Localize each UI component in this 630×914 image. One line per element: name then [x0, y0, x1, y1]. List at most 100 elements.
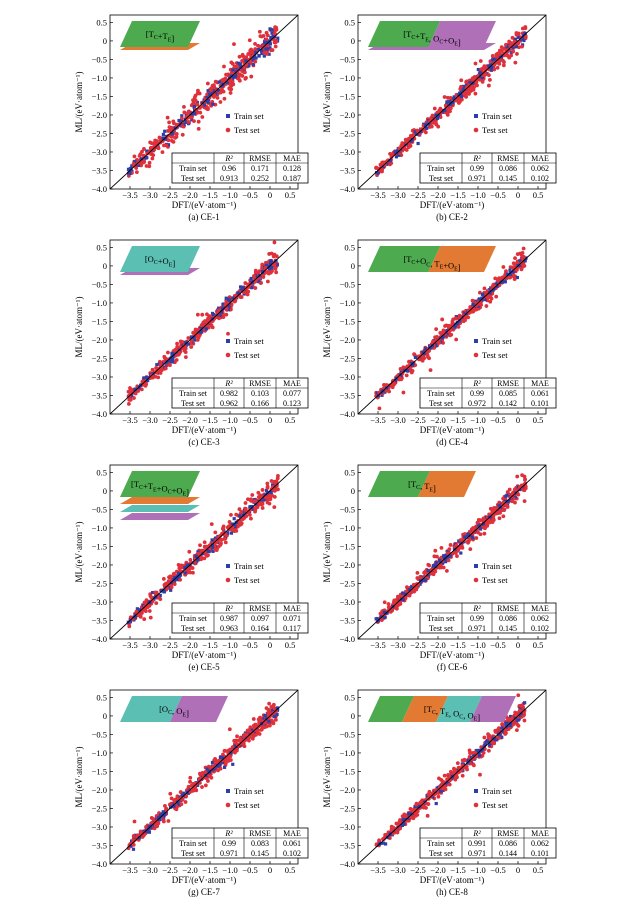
test-point: [192, 119, 196, 124]
test-point: [516, 693, 521, 698]
train-point: [446, 780, 450, 784]
test-point: [229, 83, 234, 88]
y-tick-label: −3.5: [92, 165, 107, 175]
y-tick-label: 0: [351, 486, 355, 496]
inset-slab-left: [368, 471, 430, 497]
metrics-cell: 0.123: [283, 399, 301, 408]
train-point: [231, 68, 235, 72]
x-tick-label: 0: [516, 865, 520, 875]
y-tick-label: −3.5: [340, 390, 355, 400]
y-tick-label: −1.0: [340, 748, 355, 758]
train-point: [237, 63, 241, 67]
test-point: [254, 277, 259, 282]
test-point: [478, 518, 483, 523]
identity-line: [358, 240, 546, 414]
legend-test-label: Test set: [234, 350, 260, 360]
y-tick-label: −3.0: [92, 822, 107, 832]
test-point: [519, 484, 524, 489]
x-tick-label: −1.0: [470, 865, 485, 875]
train-point: [224, 296, 228, 300]
train-point: [235, 73, 239, 77]
y-tick-label: −2.0: [340, 110, 355, 120]
test-point: [433, 548, 438, 553]
test-point: [495, 65, 500, 70]
test-point: [184, 794, 189, 799]
train-point: [511, 45, 515, 49]
x-axis-label: DFT/(eV·atom⁻¹): [172, 650, 236, 660]
test-point: [158, 597, 163, 602]
train-point: [129, 844, 133, 848]
metrics-cell: 0.101: [531, 849, 549, 858]
test-point: [497, 48, 502, 53]
train-point: [149, 825, 153, 830]
test-point: [407, 593, 412, 598]
test-point: [437, 340, 442, 345]
train-point: [184, 120, 188, 124]
test-point: [144, 598, 149, 603]
x-tick-label: −2.5: [162, 190, 177, 200]
y-tick-label: 0.5: [344, 467, 355, 477]
train-point: [130, 164, 134, 168]
train-point: [383, 616, 387, 620]
test-point: [447, 782, 452, 787]
test-point: [183, 346, 188, 351]
train-point: [204, 327, 208, 331]
train-point: [502, 280, 506, 284]
train-point: [192, 112, 196, 116]
metrics-cell: Train set: [179, 614, 208, 623]
test-point: [205, 107, 210, 111]
train-point: [252, 730, 256, 734]
train-point: [511, 270, 515, 274]
test-point: [516, 492, 521, 497]
inset-slab-3: [120, 505, 200, 512]
test-point: [477, 290, 482, 295]
legend-test-label: Test set: [482, 575, 508, 585]
test-point: [409, 370, 414, 375]
panel-caption: (b) CE-2: [436, 212, 468, 222]
train-point: [195, 559, 199, 563]
train-point: [210, 546, 215, 550]
y-tick-label: −4.0: [340, 184, 355, 194]
y-axis-label: ML/(eV·atom⁻¹): [322, 747, 332, 808]
test-point: [257, 29, 262, 34]
train-point: [239, 288, 243, 293]
test-point: [206, 779, 210, 783]
train-point: [218, 763, 222, 767]
x-tick-label: −3.0: [390, 415, 405, 425]
x-tick-label: −3.0: [390, 640, 405, 650]
train-point: [410, 137, 414, 142]
metrics-cell: 0.187: [283, 174, 301, 183]
train-point: [173, 576, 177, 580]
test-point: [520, 44, 524, 49]
test-point: [274, 709, 278, 714]
train-point: [196, 557, 200, 561]
test-point: [452, 767, 457, 772]
test-point: [501, 265, 506, 269]
test-point: [466, 539, 471, 543]
train-point: [397, 153, 401, 157]
metrics-header-cell: MAE: [531, 154, 549, 163]
x-tick-label: −3.5: [122, 190, 137, 200]
test-point: [142, 617, 147, 622]
train-point: [499, 55, 504, 59]
x-tick-label: −2.0: [430, 415, 445, 425]
train-point: [508, 272, 512, 276]
train-point: [274, 259, 278, 263]
test-point: [163, 804, 167, 808]
train-point: [231, 296, 235, 300]
x-tick-label: −1.5: [202, 640, 217, 650]
train-point: [262, 40, 267, 44]
train-point: [256, 47, 260, 52]
test-point: [511, 49, 516, 54]
train-point: [217, 306, 221, 310]
y-axis-label: ML/(eV·atom⁻¹): [322, 522, 332, 583]
y-tick-label: −0.5: [92, 54, 107, 64]
test-point: [501, 514, 506, 519]
test-point: [455, 554, 459, 559]
train-point: [128, 166, 132, 171]
y-tick-label: 0: [351, 36, 355, 46]
test-point: [188, 558, 193, 562]
